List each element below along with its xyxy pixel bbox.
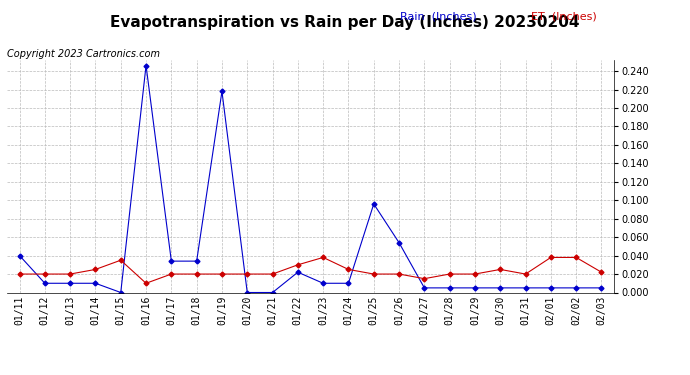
ET  (Inches) — [294, 262, 302, 267]
Line: Rain  (Inches): Rain (Inches) — [18, 64, 603, 294]
Rain  (Inches) — [598, 286, 606, 290]
ET  (Inches) — [420, 276, 428, 281]
Text: Rain  (Inches): Rain (Inches) — [400, 11, 477, 21]
ET  (Inches) — [496, 267, 504, 272]
Rain  (Inches) — [218, 89, 226, 94]
Rain  (Inches) — [15, 254, 23, 258]
ET  (Inches) — [167, 272, 175, 276]
Rain  (Inches) — [344, 281, 353, 285]
ET  (Inches) — [546, 255, 555, 260]
Rain  (Inches) — [294, 270, 302, 274]
ET  (Inches) — [15, 272, 23, 276]
ET  (Inches) — [66, 272, 75, 276]
ET  (Inches) — [344, 267, 353, 272]
ET  (Inches) — [471, 272, 479, 276]
ET  (Inches) — [91, 267, 99, 272]
Rain  (Inches) — [522, 286, 530, 290]
Text: Copyright 2023 Cartronics.com: Copyright 2023 Cartronics.com — [7, 49, 160, 59]
Rain  (Inches) — [243, 290, 251, 295]
Text: ET  (Inches): ET (Inches) — [531, 11, 597, 21]
ET  (Inches) — [319, 255, 327, 260]
Rain  (Inches) — [471, 286, 479, 290]
Text: Evapotranspiration vs Rain per Day (Inches) 20230204: Evapotranspiration vs Rain per Day (Inch… — [110, 15, 580, 30]
ET  (Inches) — [522, 272, 530, 276]
ET  (Inches) — [243, 272, 251, 276]
Rain  (Inches) — [446, 286, 454, 290]
Rain  (Inches) — [41, 281, 49, 285]
Line: ET  (Inches): ET (Inches) — [18, 256, 603, 285]
Rain  (Inches) — [193, 259, 201, 263]
Rain  (Inches) — [91, 281, 99, 285]
ET  (Inches) — [142, 281, 150, 285]
ET  (Inches) — [370, 272, 378, 276]
Rain  (Inches) — [572, 286, 580, 290]
Rain  (Inches) — [66, 281, 75, 285]
Rain  (Inches) — [395, 240, 403, 245]
ET  (Inches) — [395, 272, 403, 276]
ET  (Inches) — [117, 258, 125, 262]
ET  (Inches) — [41, 272, 49, 276]
ET  (Inches) — [598, 270, 606, 274]
ET  (Inches) — [193, 272, 201, 276]
Rain  (Inches) — [117, 290, 125, 295]
Rain  (Inches) — [546, 286, 555, 290]
ET  (Inches) — [218, 272, 226, 276]
ET  (Inches) — [268, 272, 277, 276]
Rain  (Inches) — [268, 290, 277, 295]
Rain  (Inches) — [420, 286, 428, 290]
ET  (Inches) — [446, 272, 454, 276]
Rain  (Inches) — [167, 259, 175, 263]
ET  (Inches) — [572, 255, 580, 260]
Rain  (Inches) — [142, 63, 150, 68]
Rain  (Inches) — [319, 281, 327, 285]
Rain  (Inches) — [496, 286, 504, 290]
Rain  (Inches) — [370, 202, 378, 206]
